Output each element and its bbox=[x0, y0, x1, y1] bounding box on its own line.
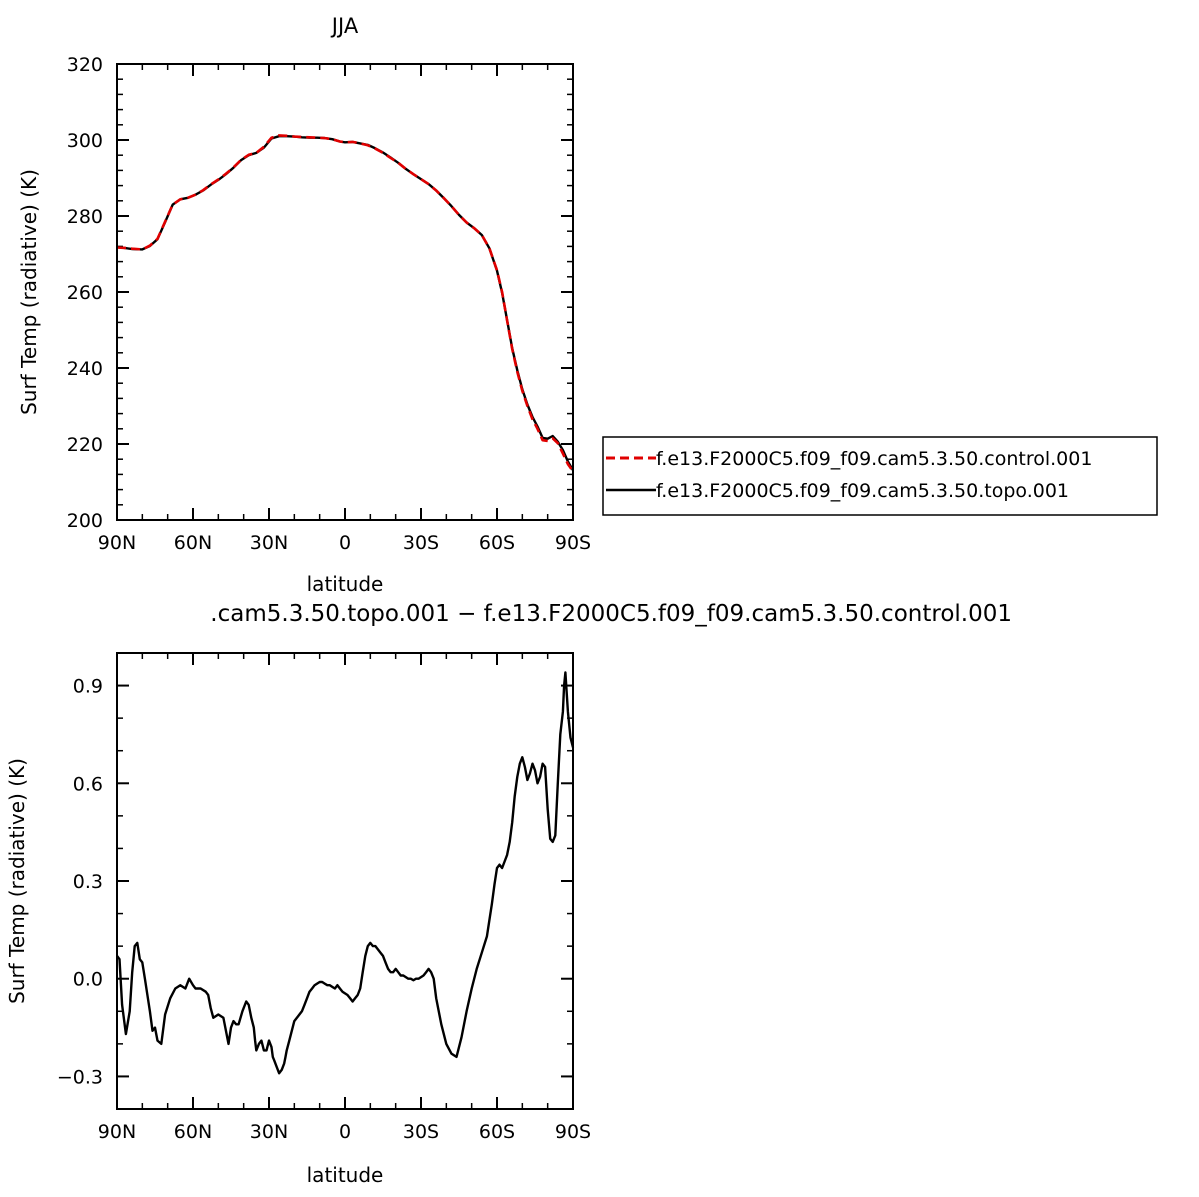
y-tick-label: 280 bbox=[67, 206, 103, 228]
x-tick-label: 30N bbox=[250, 1121, 288, 1143]
top-chart: JJA Surf Temp (radiative) (K) latitude 9… bbox=[17, 14, 1158, 596]
x-tick-label: 60S bbox=[479, 1121, 515, 1143]
bottom-chart-ylabel: Surf Temp (radiative) (K) bbox=[5, 758, 29, 1004]
x-tick-label: 90N bbox=[98, 532, 136, 554]
top-chart-frame bbox=[116, 63, 574, 521]
bottom-chart-series bbox=[116, 671, 575, 1075]
top-chart-series bbox=[116, 134, 575, 473]
x-tick-label: 30S bbox=[403, 532, 439, 554]
y-tick-label: 0.3 bbox=[73, 871, 103, 893]
y-tick-label: −0.3 bbox=[57, 1066, 103, 1088]
bottom-chart-ticks: 90N 60N 30N 0 30S 60S 90S −0.3 0.0 0.3 0.6 0.9 bbox=[57, 652, 591, 1143]
legend-label-topo: f.e13.F2000C5.f09_f09.cam5.3.50.topo.001 bbox=[656, 480, 1069, 502]
top-chart-title: JJA bbox=[330, 14, 359, 38]
series-line-0 bbox=[116, 671, 575, 1075]
x-tick-label: 90N bbox=[98, 1121, 136, 1143]
bottom-chart-xlabel: latitude bbox=[307, 1163, 384, 1187]
x-tick-label: 30S bbox=[403, 1121, 439, 1143]
x-tick-label: 60N bbox=[174, 1121, 212, 1143]
top-chart-ylabel: Surf Temp (radiative) (K) bbox=[17, 169, 41, 415]
top-chart-xlabel: latitude bbox=[307, 572, 384, 596]
legend-label-control: f.e13.F2000C5.f09_f09.cam5.3.50.control.… bbox=[656, 448, 1092, 470]
y-tick-label: 200 bbox=[67, 510, 103, 532]
legend: f.e13.F2000C5.f09_f09.cam5.3.50.control.… bbox=[602, 436, 1158, 516]
y-tick-label: 0.9 bbox=[73, 676, 103, 698]
y-tick-label: 260 bbox=[67, 282, 103, 304]
x-tick-label: 0 bbox=[339, 532, 351, 554]
series-line-0 bbox=[116, 134, 575, 473]
y-tick-label: 300 bbox=[67, 130, 103, 152]
x-tick-label: 60S bbox=[479, 532, 515, 554]
bottom-chart-title: .cam5.3.50.topo.001 − f.e13.F2000C5.f09_… bbox=[210, 601, 1012, 627]
bottom-chart: .cam5.3.50.topo.001 − f.e13.F2000C5.f09_… bbox=[5, 601, 1012, 1187]
y-tick-label: 320 bbox=[67, 54, 103, 76]
y-tick-label: 220 bbox=[67, 434, 103, 456]
x-tick-label: 0 bbox=[339, 1121, 351, 1143]
bottom-chart-frame bbox=[116, 652, 574, 1110]
x-tick-label: 30N bbox=[250, 532, 288, 554]
x-tick-label: 90S bbox=[555, 532, 591, 554]
y-tick-label: 0.0 bbox=[73, 969, 103, 991]
x-tick-label: 90S bbox=[555, 1121, 591, 1143]
y-tick-label: 0.6 bbox=[73, 773, 103, 795]
legend-box bbox=[602, 436, 1158, 516]
y-tick-label: 240 bbox=[67, 358, 103, 380]
top-chart-ticks: 90N 60N 30N 0 30S 60S 90S 200 220 240 260 280 300 320 bbox=[67, 54, 591, 554]
x-tick-label: 60N bbox=[174, 532, 212, 554]
